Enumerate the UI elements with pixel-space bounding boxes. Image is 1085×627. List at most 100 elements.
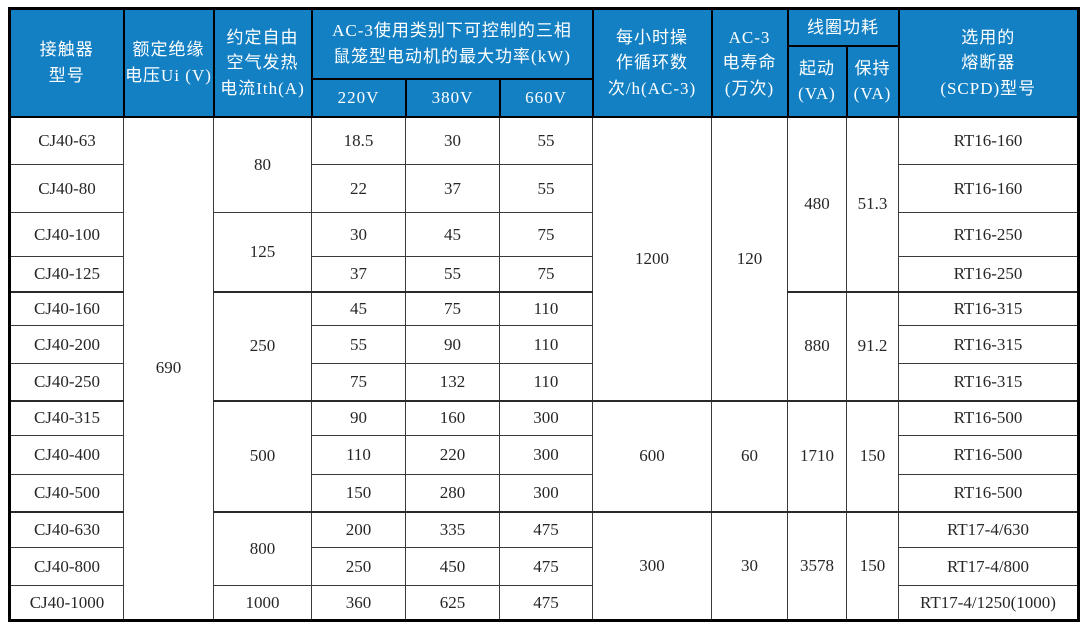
cell-power-380: 450: [405, 547, 500, 586]
cell-power-220: 55: [311, 325, 406, 364]
cell-cycles: 1200: [592, 116, 712, 401]
cell-power-220: 90: [311, 399, 406, 436]
cell-coil-hold: 51.3: [846, 116, 899, 292]
cell-model: CJ40-500: [9, 474, 124, 512]
cell-power-380: 625: [405, 585, 500, 621]
header-thermal-current: 约定自由 空气发热 电流Ith(A): [212, 7, 313, 118]
cell-fuse: RT16-250: [898, 212, 1079, 257]
cell-model: CJ40-315: [9, 399, 124, 436]
table-row: CJ40-315 500 90 160 300 600 60 1710 150 …: [9, 399, 1079, 512]
cell-model: CJ40-200: [9, 325, 124, 364]
header-row-1: 接触器 型号 额定绝缘 电压Ui (V) 约定自由 空气发热 电流Ith(A) …: [8, 7, 1080, 118]
header-model: 接触器 型号: [8, 7, 125, 118]
cell-model: CJ40-630: [9, 510, 124, 548]
cell-model: CJ40-1000: [9, 585, 124, 621]
cell-power-380: 75: [405, 290, 500, 326]
cell-power-220: 200: [311, 510, 406, 548]
header-ac3-power-title: AC-3使用类别下可控制的三相 鼠笼型电动机的最大功率(kW): [310, 7, 594, 80]
cell-model: CJ40-400: [9, 435, 124, 475]
cell-fuse: RT17-4/630: [898, 510, 1079, 548]
cell-life: 30: [711, 510, 788, 621]
cell-model: CJ40-80: [9, 164, 124, 213]
cell-power-660: 300: [499, 399, 593, 436]
table-row: CJ40-400 110 220 300 RT16-500: [9, 435, 1079, 475]
cell-power-380: 132: [405, 363, 500, 401]
table-row: CJ40-500 150 280 300 RT16-500: [9, 474, 1079, 512]
cell-model: CJ40-800: [9, 547, 124, 586]
cell-thermal-current: 800: [213, 510, 312, 586]
cell-model: CJ40-160: [9, 290, 124, 326]
cell-power-220: 18.5: [311, 116, 406, 165]
header-life: AC-3 电寿命 (万次): [710, 7, 789, 118]
cell-fuse: RT17-4/800: [898, 547, 1079, 586]
cell-life: 120: [711, 116, 788, 401]
cell-cycles: 600: [592, 399, 712, 512]
cell-power-380: 30: [405, 116, 500, 165]
cell-power-660: 75: [499, 212, 593, 257]
cell-power-380: 55: [405, 256, 500, 292]
cell-power-380: 90: [405, 325, 500, 364]
table-row: CJ40-100 125 30 45 75 RT16-250: [9, 212, 1079, 292]
cell-power-220: 250: [311, 547, 406, 586]
cell-power-220: 75: [311, 363, 406, 401]
cell-thermal-current: 1000: [213, 585, 312, 621]
cell-power-380: 220: [405, 435, 500, 475]
table-row: CJ40-63 690 80 18.5 30 55 1200 120 480 5…: [9, 116, 1079, 621]
cell-coil-hold: 150: [846, 510, 899, 621]
contactor-spec-table: 接触器 型号 额定绝缘 电压Ui (V) 约定自由 空气发热 电流Ith(A) …: [8, 7, 1080, 622]
cell-fuse: RT16-500: [898, 399, 1079, 436]
table-row: CJ40-1000 1000 360 625 475 RT17-4/1250(1…: [9, 585, 1079, 621]
table-row: CJ40-200 55 90 110 RT16-315: [9, 325, 1079, 364]
cell-power-380: 280: [405, 474, 500, 512]
cell-thermal-current: 125: [213, 212, 312, 292]
header-220v: 220V: [310, 77, 407, 118]
header-coil-start: 起动 (VA): [786, 44, 848, 118]
cell-fuse: RT16-250: [898, 256, 1079, 292]
cell-coil-start: 480: [787, 116, 847, 292]
table-row: CJ40-250 75 132 110 RT16-315: [9, 363, 1079, 401]
table-row: CJ40-125 37 55 75 RT16-250: [9, 256, 1079, 292]
cell-rated-voltage: 690: [123, 116, 214, 621]
cell-power-220: 360: [311, 585, 406, 621]
cell-coil-start: 1710: [787, 399, 847, 512]
cell-fuse: RT16-315: [898, 290, 1079, 326]
cell-model: CJ40-63: [9, 116, 124, 165]
header-row-3: 220V 380V 660V: [10, 77, 1079, 118]
table-row: CJ40-80 22 37 55 RT16-160: [9, 164, 1079, 213]
cell-power-660: 55: [499, 116, 593, 165]
cell-fuse: RT16-500: [898, 435, 1079, 475]
cell-power-220: 30: [311, 212, 406, 257]
cell-power-380: 335: [405, 510, 500, 548]
cell-power-660: 75: [499, 256, 593, 292]
cell-fuse: RT16-160: [898, 164, 1079, 213]
cell-power-220: 37: [311, 256, 406, 292]
cell-power-380: 45: [405, 212, 500, 257]
cell-thermal-current: 250: [213, 290, 312, 401]
cell-power-220: 22: [311, 164, 406, 213]
cell-fuse: RT16-315: [898, 325, 1079, 364]
header-row-2: 起动 (VA) 保持 (VA): [10, 44, 1079, 118]
cell-coil-start: 3578: [787, 510, 847, 621]
cell-power-660: 110: [499, 325, 593, 364]
table-row: CJ40-160 250 45 75 110 880 91.2 RT16-315: [9, 290, 1079, 401]
cell-power-660: 55: [499, 164, 593, 213]
cell-thermal-current: 500: [213, 399, 312, 512]
header-fuse: 选用的 熔断器 (SCPD)型号: [897, 7, 1080, 118]
header-coil-title: 线圈功耗: [786, 7, 900, 47]
header-cycles: 每小时操 作循环数 次/h(AC-3): [591, 7, 713, 118]
cell-power-660: 300: [499, 435, 593, 475]
cell-fuse: RT16-160: [898, 116, 1079, 165]
cell-power-380: 160: [405, 399, 500, 436]
cell-power-660: 110: [499, 363, 593, 401]
cell-coil-start: 880: [787, 290, 847, 401]
cell-thermal-current: 80: [213, 116, 312, 213]
cell-fuse: RT17-4/1250(1000): [898, 585, 1079, 621]
cell-fuse: RT16-315: [898, 363, 1079, 401]
header-660v: 660V: [498, 77, 594, 118]
cell-power-380: 37: [405, 164, 500, 213]
header-insulation-voltage: 额定绝缘 电压Ui (V): [122, 7, 215, 118]
cell-model: CJ40-250: [9, 363, 124, 401]
cell-power-220: 150: [311, 474, 406, 512]
cell-power-220: 45: [311, 290, 406, 326]
